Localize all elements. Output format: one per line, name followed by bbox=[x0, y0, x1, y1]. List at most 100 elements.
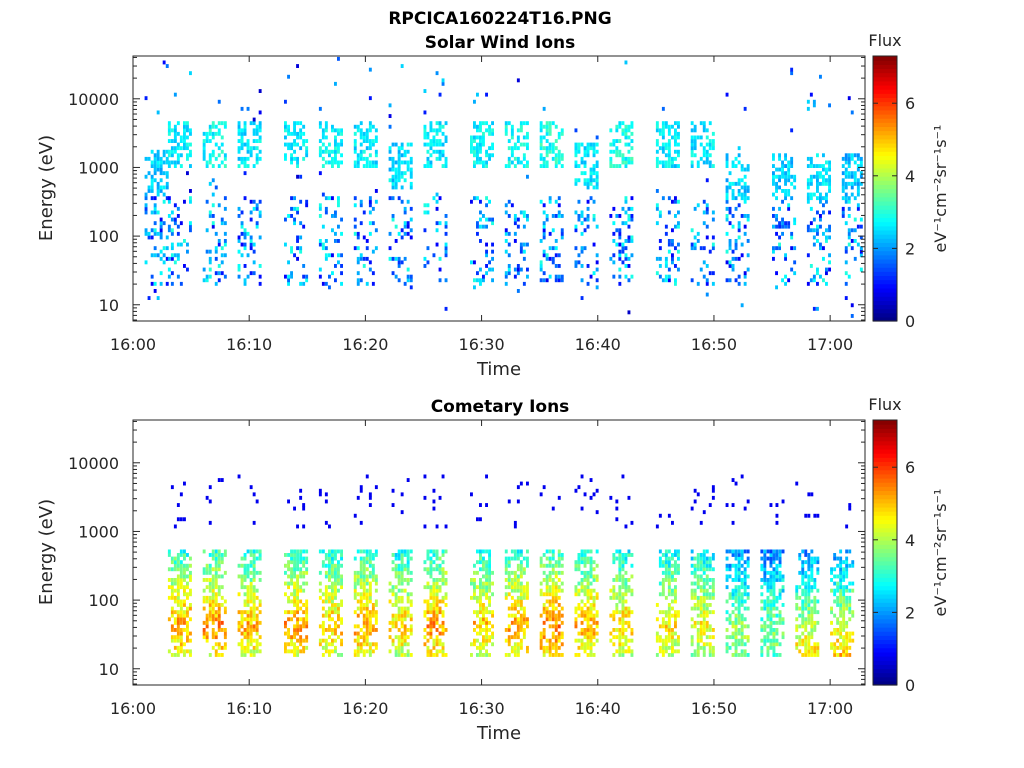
flux-cell bbox=[677, 613, 680, 618]
flux-cell bbox=[589, 628, 593, 632]
flux-cell bbox=[545, 153, 549, 158]
flux-cell bbox=[589, 631, 593, 636]
flux-cell bbox=[510, 128, 514, 133]
flux-cell bbox=[202, 567, 206, 572]
flux-cell bbox=[153, 281, 157, 286]
flux-cell bbox=[409, 653, 413, 657]
flux-cell bbox=[702, 153, 706, 158]
flux-cell bbox=[365, 588, 369, 593]
flux-cell bbox=[324, 613, 328, 618]
flux-cell bbox=[522, 631, 526, 636]
flux-cell bbox=[513, 214, 517, 218]
flux-cell bbox=[246, 549, 250, 554]
flux-cell bbox=[400, 153, 404, 158]
flux-cell bbox=[423, 635, 427, 640]
flux-cell bbox=[293, 560, 296, 565]
flux-cell bbox=[674, 139, 677, 143]
flux-cell bbox=[237, 264, 241, 268]
flux-cell bbox=[844, 296, 848, 300]
spectrogram-cells bbox=[167, 474, 855, 657]
flux-cell bbox=[731, 595, 735, 600]
flux-cell bbox=[519, 592, 523, 597]
flux-cell bbox=[769, 610, 773, 615]
flux-cell bbox=[438, 556, 442, 561]
flux-cell bbox=[374, 613, 378, 618]
flux-cell bbox=[526, 274, 529, 279]
flux-cell bbox=[337, 149, 340, 154]
flux-cell bbox=[510, 603, 514, 607]
flux-cell bbox=[510, 649, 514, 654]
flux-cell bbox=[825, 271, 828, 276]
flux-cell bbox=[444, 653, 448, 657]
flux-cell bbox=[179, 567, 183, 572]
flux-cell bbox=[658, 581, 662, 586]
flux-cell bbox=[589, 174, 593, 179]
flux-cell bbox=[391, 196, 395, 201]
flux-cell bbox=[362, 624, 366, 629]
flux-cell bbox=[255, 606, 259, 611]
flux-cell bbox=[769, 606, 773, 611]
flux-cell bbox=[804, 649, 808, 654]
flux-cell bbox=[170, 628, 174, 632]
flux-cell bbox=[258, 549, 262, 554]
flux-cell bbox=[217, 549, 221, 554]
flux-cell bbox=[841, 210, 845, 215]
flux-cell bbox=[243, 592, 247, 597]
flux-cell bbox=[696, 239, 700, 243]
flux-cell bbox=[737, 181, 741, 186]
flux-cell bbox=[624, 585, 628, 590]
flux-cell bbox=[551, 603, 555, 607]
flux-cell bbox=[560, 588, 564, 593]
flux-cell bbox=[243, 121, 247, 126]
flux-cell bbox=[539, 260, 543, 265]
flux-cell bbox=[240, 645, 244, 650]
flux-cell bbox=[252, 578, 256, 582]
flux-cell bbox=[760, 592, 764, 597]
flux-cell bbox=[353, 588, 357, 593]
flux-cell bbox=[176, 156, 180, 161]
flux-cell bbox=[249, 610, 253, 615]
flux-cell bbox=[359, 578, 363, 582]
flux-cell bbox=[772, 595, 776, 600]
flux-cell bbox=[507, 499, 511, 504]
flux-cell bbox=[734, 595, 738, 600]
flux-cell bbox=[586, 581, 590, 586]
flux-cell bbox=[655, 164, 659, 168]
flux-cell bbox=[321, 149, 325, 154]
flux-cell bbox=[368, 585, 372, 590]
flux-cell bbox=[577, 638, 581, 643]
flux-cell bbox=[397, 549, 401, 554]
flux-cell bbox=[746, 549, 750, 554]
flux-cell bbox=[772, 585, 776, 590]
flux-cell bbox=[252, 492, 256, 497]
flux-cell bbox=[844, 174, 848, 179]
flux-cell bbox=[482, 135, 485, 140]
flux-cell bbox=[781, 549, 785, 554]
flux-cell bbox=[324, 599, 328, 604]
flux-cell bbox=[545, 149, 549, 154]
flux-cell bbox=[677, 567, 680, 572]
flux-cell bbox=[156, 189, 160, 193]
flux-cell bbox=[258, 610, 262, 615]
flux-cell bbox=[708, 556, 712, 561]
flux-cell bbox=[246, 642, 250, 647]
flux-cell bbox=[825, 281, 828, 286]
flux-cell bbox=[545, 253, 549, 258]
flux-cell bbox=[237, 620, 241, 625]
flux-cell bbox=[243, 610, 247, 615]
flux-cell bbox=[542, 231, 546, 236]
flux-cell bbox=[618, 620, 622, 625]
flux-cell bbox=[400, 228, 404, 233]
flux-cell bbox=[362, 595, 366, 600]
flux-cell bbox=[728, 221, 732, 226]
flux-cell bbox=[237, 214, 241, 218]
flux-cell bbox=[485, 574, 488, 579]
flux-cell bbox=[432, 135, 436, 140]
flux-cell bbox=[208, 599, 212, 604]
colorbar-segment bbox=[873, 76, 897, 82]
flux-cell bbox=[618, 274, 622, 279]
flux-cell bbox=[423, 474, 427, 479]
flux-cell bbox=[321, 620, 325, 625]
flux-cell bbox=[618, 235, 622, 240]
flux-cell bbox=[391, 617, 395, 622]
